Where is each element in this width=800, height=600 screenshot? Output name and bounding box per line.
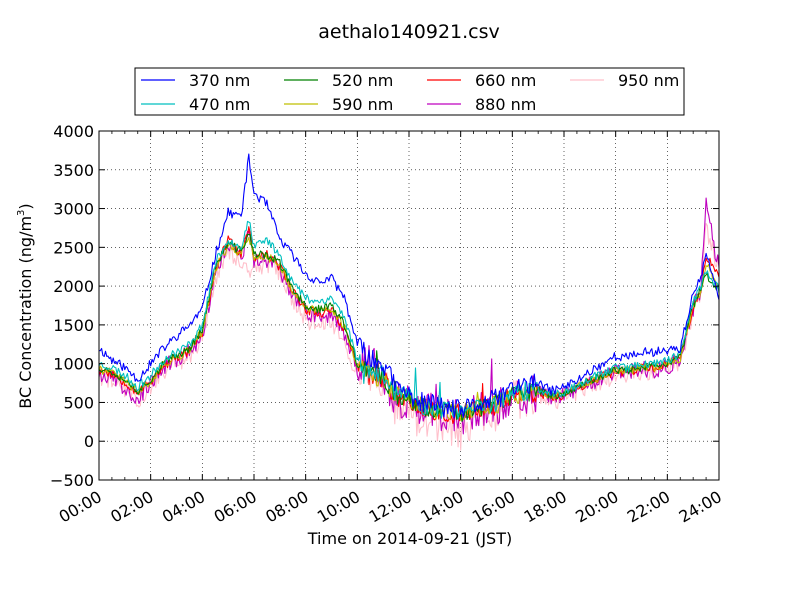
y-tick-label: 500: [63, 393, 94, 412]
x-axis-label: Time on 2014-09-21 (JST): [307, 529, 512, 548]
y-axis-label-superscript: 3: [16, 210, 27, 216]
legend-label: 950 nm: [618, 71, 679, 90]
y-tick-label: 0: [84, 432, 94, 451]
legend-label: 880 nm: [475, 95, 536, 114]
y-tick-label: 3000: [53, 200, 94, 219]
series-line-950-nm: [98, 222, 720, 451]
y-tick-label: 2500: [53, 238, 94, 257]
legend-label: 590 nm: [332, 95, 393, 114]
legend-label: 520 nm: [332, 71, 393, 90]
legend-label: 470 nm: [189, 95, 250, 114]
legend-label: 660 nm: [475, 71, 536, 90]
series-line-470-nm: [98, 220, 720, 420]
legend-box: [134, 67, 685, 116]
y-tick-label: 1000: [53, 355, 94, 374]
legend-label: 370 nm: [189, 71, 250, 90]
series-line-370-nm: [98, 153, 720, 419]
y-axis-label-end: ): [16, 203, 35, 209]
y-tick-label: −500: [50, 471, 94, 490]
y-tick-label: 1500: [53, 316, 94, 335]
y-axis-label-main: BC Concentration (ng/m: [16, 216, 35, 409]
series-lines: [98, 153, 720, 451]
y-tick-labels: 4000 3500 3000 2500 2000 1500 1000 500 0 −500: [50, 122, 94, 490]
chart-title: aethalo140921.csv: [318, 21, 500, 43]
y-tick-label: 4000: [53, 122, 94, 141]
y-axis-label: BC Concentration (ng/m3): [16, 203, 35, 408]
y-tick-label: 2000: [53, 277, 94, 296]
y-tick-label: 3500: [53, 161, 94, 180]
legend: 370 nm 470 nm 520 nm 590 nm 660 nm 880 nm 950 …: [134, 67, 685, 116]
axis-ticks: [98, 130, 720, 481]
